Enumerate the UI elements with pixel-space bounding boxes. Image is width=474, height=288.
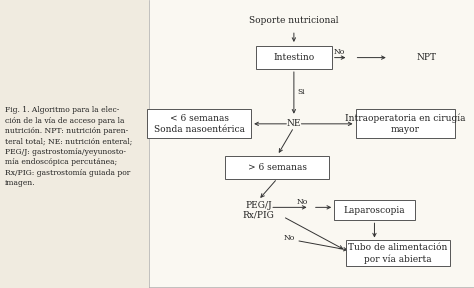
Text: No: No <box>333 48 345 56</box>
Text: Soporte nutricional: Soporte nutricional <box>249 16 338 25</box>
Text: NE: NE <box>287 119 301 128</box>
Text: PEG/J
Rx/PIG: PEG/J Rx/PIG <box>242 200 274 220</box>
Bar <box>256 46 332 69</box>
Bar <box>149 0 474 288</box>
Text: No: No <box>283 234 295 242</box>
Bar <box>356 109 455 138</box>
Text: > 6 semanas: > 6 semanas <box>248 162 307 172</box>
Text: Intraoperatoria en cirugía
mayor: Intraoperatoria en cirugía mayor <box>345 113 465 134</box>
Bar <box>147 109 251 138</box>
Bar <box>225 156 329 179</box>
Text: NPT: NPT <box>417 53 437 62</box>
Text: No: No <box>296 198 308 206</box>
Text: Tubo de alimentación
por vía abierta: Tubo de alimentación por vía abierta <box>348 243 448 264</box>
Bar <box>346 240 450 266</box>
Bar <box>334 200 415 220</box>
Text: Si: Si <box>297 88 305 96</box>
Text: Fig. 1. Algoritmo para la elec-
ción de la vía de acceso para la
nutrición. NPT:: Fig. 1. Algoritmo para la elec- ción de … <box>5 107 132 187</box>
Text: < 6 semanas
Sonda nasoentérica: < 6 semanas Sonda nasoentérica <box>154 114 245 134</box>
Text: Laparoscopia: Laparoscopia <box>344 206 405 215</box>
Text: Intestino: Intestino <box>273 53 315 62</box>
